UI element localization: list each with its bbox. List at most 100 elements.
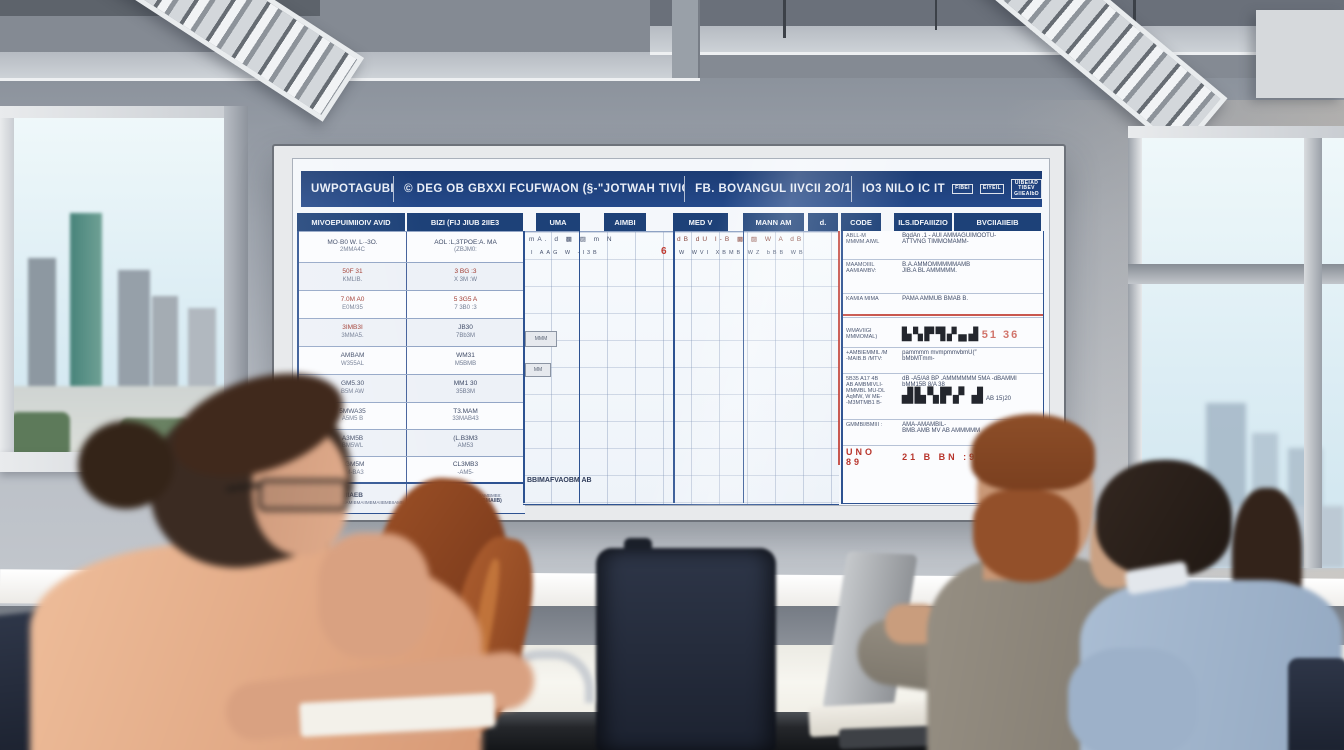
header-logo-chip: FIBEI xyxy=(952,184,973,194)
column-header: d. xyxy=(808,213,838,231)
column-header: UMA xyxy=(536,213,580,231)
cell-line: 33MAB43 xyxy=(407,416,524,424)
stamp-glyphs: ▟▙▚▛▞ ▟ xyxy=(902,387,985,403)
cell-line: WM31 xyxy=(407,352,524,361)
cell-line: AM53 xyxy=(407,443,524,451)
pendant-rod-3 xyxy=(1133,0,1136,28)
cell-line: 5 3G5 A xyxy=(407,296,524,305)
cell-line: 2MMA4C xyxy=(299,247,406,255)
left-window-frame-left xyxy=(0,118,14,472)
table-cell: MM1 3035B3M xyxy=(406,375,524,402)
note-text: BqdAn .1 - AUI AMMAGUIMOOTU- ATTVNG TIMM… xyxy=(898,231,1043,259)
cell-line: (ZBJM0: xyxy=(407,247,524,255)
cell-line: CL3MB3 xyxy=(407,461,524,470)
note-text: AMA-AMAMBIL- BMB.AMB MV AB AMMMMM xyxy=(898,420,1043,446)
table-cell: 3 BG :3X 3M :W xyxy=(406,263,524,290)
header-logo-chip: EIYEIL xyxy=(979,184,1005,194)
cell-line: A3M5B xyxy=(299,435,406,444)
note-code: KAMIA MIMA xyxy=(843,294,898,314)
table-cell: (L.B3M3AM53 xyxy=(406,430,524,456)
table-cell: CL3MB3-AM5- xyxy=(406,457,524,482)
board-header-text: UWPOTAGUBII AI xyxy=(301,183,393,195)
cell-line: X 3M :W xyxy=(407,277,524,285)
note-code: GMMBI/BMIII : xyxy=(843,420,898,446)
gantt-tick-row: W WVI XBMB WZ bBB WB xyxy=(679,250,806,256)
right-window-mullion-vertical xyxy=(1304,138,1322,568)
note-code: WMAVIIGI MMMOMAL) xyxy=(843,326,898,340)
cell-line: 5MWA35 xyxy=(299,408,406,417)
ceiling-beam-right xyxy=(650,26,1344,55)
pendant-rod-2 xyxy=(935,0,937,30)
cell-line: AOL :L,3TPOE:A. MA xyxy=(407,239,524,248)
table-cell: T3.MAM33MAB43 xyxy=(406,403,524,429)
board-glare xyxy=(293,159,1049,505)
note-text: ▙▚▛▜▞▄▟ 51 36 xyxy=(898,326,1043,341)
cell-line: 7Bb3M xyxy=(407,333,524,341)
table-row: 3IMB3I3MMA5. JB307Bb3M xyxy=(299,318,525,346)
cell-line: MM1 30 xyxy=(407,380,524,389)
person-hair xyxy=(1096,460,1232,576)
table-cell: 5 3G5 A7 3B0 :3 xyxy=(406,291,524,318)
cell-line: JIIAEB xyxy=(299,492,406,501)
cell-line: AGM5M xyxy=(299,461,406,470)
table-cell: JB307Bb3M xyxy=(406,319,524,346)
cell-line: 3IMB3I xyxy=(299,324,406,333)
person-blue-shirt-man xyxy=(1068,460,1344,750)
stamp-red-number: 51 36 xyxy=(982,329,1020,341)
header-divider xyxy=(851,176,853,202)
gantt-bottom-label: BBIMAFVAOBM AB xyxy=(527,477,592,484)
office-chair-empty xyxy=(588,538,788,750)
note-row-flagged: UNO 89 21 B BN :9 xyxy=(843,445,1043,467)
note-text-red: 21 B BN :9 xyxy=(898,450,1043,462)
right-window-frame-left xyxy=(1128,138,1142,568)
cell-line: 35B3M xyxy=(407,389,524,397)
table-row: AMBAMW355AL WM31M5BMB xyxy=(299,346,525,374)
table-cell: WM31M5BMB xyxy=(406,347,524,374)
note-text: pammmm mvmpmmvbmU(″ bMbMTmm- xyxy=(898,348,1043,374)
table-cell: 7.0M A0E0M/35 xyxy=(299,291,406,318)
note-text: B.A.AMMOMMMMMAMB JIB.A BL AMMMMM. xyxy=(898,260,1043,294)
table-row: 7.0M A0E0M/35 5 3G5 A7 3B0 :3 xyxy=(299,290,525,318)
note-row: 5B35 A17 4B AB AMBMIVLI- MMMBL MU-DL AqM… xyxy=(843,373,1043,420)
table-cell: 50F 31KMLIB. xyxy=(299,263,406,290)
board-header-text: FB. BOVANGUL IIVCII 2O/1 DEIBIOr xyxy=(685,183,851,195)
person-beard xyxy=(973,490,1079,582)
grid-red-line xyxy=(838,231,840,465)
cell-line: B5M AW xyxy=(299,389,406,397)
ceiling-dark-band-right xyxy=(650,0,1344,26)
cell-line: BM5WL xyxy=(299,443,406,451)
cell-line: MO·B0 W. L·-3O. xyxy=(299,239,406,248)
note-code: 5B35 A17 4B AB AMBMIVLI- MMMBL MU-DL AqM… xyxy=(843,374,898,420)
note-row: GMMBI/BMIII : AMA-AMAMBIL- BMB.AMB MV AB… xyxy=(843,419,1043,446)
grid-strong-line xyxy=(579,231,580,503)
gantt-tick-row: dB dU I-B ▩ ▨ W A dB xyxy=(677,235,804,243)
column-header: BVCIIAIIEIB xyxy=(954,213,1041,231)
cell-line: BBM.AVMIBI/AMBIVBIIAMIBMAIIMBMAIIBMBIIAM… xyxy=(299,500,406,505)
person-arm xyxy=(1068,648,1198,750)
pendant-rod-1 xyxy=(783,0,786,38)
table-cell: GM5.30B5M AW xyxy=(299,375,406,402)
cell-line: KMLIB. xyxy=(299,277,406,285)
gantt-grid xyxy=(523,231,839,505)
header-divider xyxy=(684,176,686,202)
note-row: KAMIA MIMA PAMA AMMUB BMAB B. xyxy=(843,293,1043,314)
cell-line: W355AL xyxy=(299,361,406,369)
table-cell: MO·B0 W. L·-3O.2MMA4C xyxy=(299,232,406,262)
table-cell: AOL :L,3TPOE:A. MA(ZBJM0: xyxy=(406,232,524,262)
cell-line: -AM5- xyxy=(407,470,524,478)
column-header: MED V xyxy=(673,213,728,231)
table-cell: 5MWA35A5M5 B xyxy=(299,403,406,429)
note-text-lines: dB -A5/A8 BP .AMMMMMM 5MA -dBAMMI bMM15B… xyxy=(902,376,1043,388)
stamp-note: AB 15)20 xyxy=(986,396,1011,402)
table-cell: 3IMB3I3MMA5. xyxy=(299,319,406,346)
city-trees xyxy=(10,412,70,458)
note-text: dB -A5/A8 BP .AMMMMMM 5MA -dBAMMI bMM15B… xyxy=(898,374,1043,420)
chair-backrest xyxy=(596,548,776,750)
board-header-band: UWPOTAGUBII AI © DEG OB GBXXI FCUFWAON (… xyxy=(301,171,1042,207)
cell-line: M5BMB xyxy=(407,361,524,369)
note-text: PAMA AMMUB BMAB B. xyxy=(898,294,1043,314)
grid-strong-line xyxy=(523,231,525,503)
table-cell: JIIAEB BBM.AVMIBI/AMBIVBIIAMIBMAIIMBMAII… xyxy=(299,484,406,513)
board-header-text: © DEG OB GBXXI FCUFWAON (§-"JOTWAH TIVIG… xyxy=(394,183,684,195)
office-chair-right xyxy=(1288,658,1344,750)
